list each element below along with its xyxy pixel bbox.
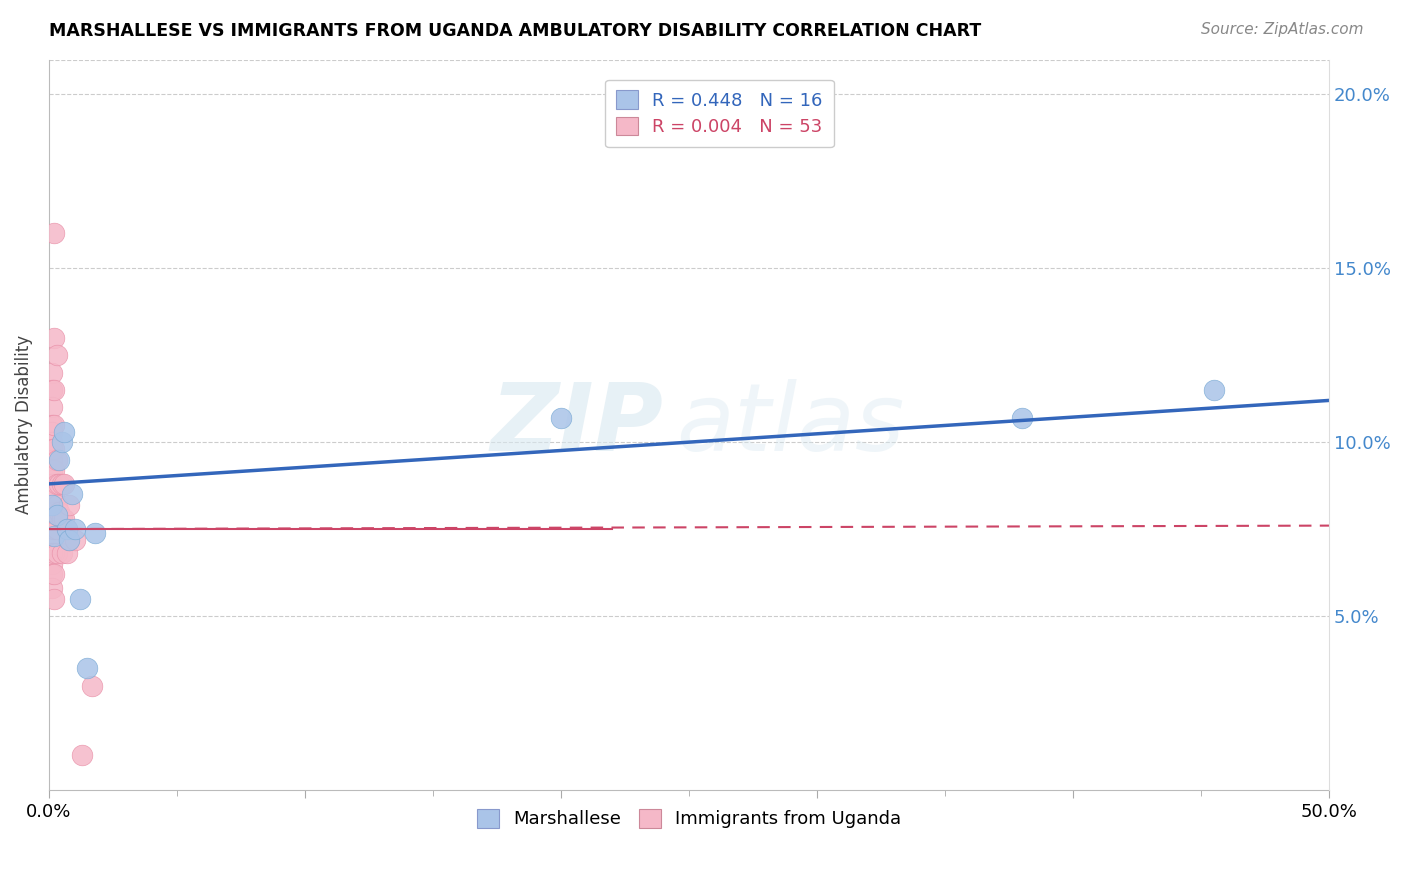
Point	[42, 442, 65, 456]
Point	[51, 476, 73, 491]
Point	[42, 567, 65, 582]
Point	[41, 452, 63, 467]
Point	[41, 383, 63, 397]
Text: atlas: atlas	[676, 379, 904, 470]
Point	[41, 476, 63, 491]
Point	[45, 452, 67, 467]
Text: MARSHALLESE VS IMMIGRANTS FROM UGANDA AMBULATORY DISABILITY CORRELATION CHART: MARSHALLESE VS IMMIGRANTS FROM UGANDA AM…	[49, 22, 981, 40]
Point	[45, 508, 67, 523]
Point	[53, 425, 76, 439]
Point	[51, 435, 73, 450]
Point	[63, 533, 86, 547]
Point	[41, 417, 63, 432]
Point	[41, 546, 63, 560]
Point	[69, 591, 91, 606]
Point	[41, 442, 63, 456]
Point	[550, 410, 572, 425]
Point	[41, 581, 63, 595]
Point	[48, 452, 70, 467]
Point	[76, 661, 98, 675]
Point	[41, 511, 63, 525]
Point	[41, 435, 63, 450]
Point	[42, 463, 65, 477]
Point	[53, 476, 76, 491]
Point	[58, 533, 80, 547]
Point	[45, 476, 67, 491]
Point	[53, 511, 76, 525]
Point	[42, 591, 65, 606]
Point	[41, 487, 63, 501]
Point	[42, 227, 65, 241]
Point	[51, 511, 73, 525]
Point	[42, 383, 65, 397]
Point	[41, 567, 63, 582]
Text: Source: ZipAtlas.com: Source: ZipAtlas.com	[1201, 22, 1364, 37]
Point	[41, 533, 63, 547]
Point	[56, 522, 79, 536]
Point	[41, 425, 63, 439]
Point	[42, 417, 65, 432]
Point	[48, 505, 70, 519]
Point	[41, 498, 63, 512]
Point	[41, 401, 63, 415]
Text: ZIP: ZIP	[491, 379, 664, 471]
Point	[56, 546, 79, 560]
Point	[63, 522, 86, 536]
Point	[42, 546, 65, 560]
Point	[58, 498, 80, 512]
Point	[41, 463, 63, 477]
Point	[1011, 410, 1033, 425]
Legend: Marshallese, Immigrants from Uganda: Marshallese, Immigrants from Uganda	[470, 802, 908, 836]
Point	[41, 557, 63, 571]
Point	[82, 679, 104, 693]
Point	[72, 748, 94, 763]
Point	[45, 498, 67, 512]
Point	[45, 522, 67, 536]
Point	[60, 487, 83, 501]
Point	[45, 348, 67, 362]
Point	[45, 511, 67, 525]
Point	[42, 331, 65, 345]
Point	[42, 487, 65, 501]
Point	[41, 498, 63, 512]
Point	[84, 525, 107, 540]
Y-axis label: Ambulatory Disability: Ambulatory Disability	[15, 335, 32, 515]
Point	[41, 522, 63, 536]
Point	[42, 522, 65, 536]
Point	[1202, 383, 1225, 397]
Point	[48, 476, 70, 491]
Point	[41, 505, 63, 519]
Point	[41, 366, 63, 380]
Point	[51, 546, 73, 560]
Point	[58, 533, 80, 547]
Point	[45, 546, 67, 560]
Point	[56, 522, 79, 536]
Point	[42, 529, 65, 543]
Point	[42, 505, 65, 519]
